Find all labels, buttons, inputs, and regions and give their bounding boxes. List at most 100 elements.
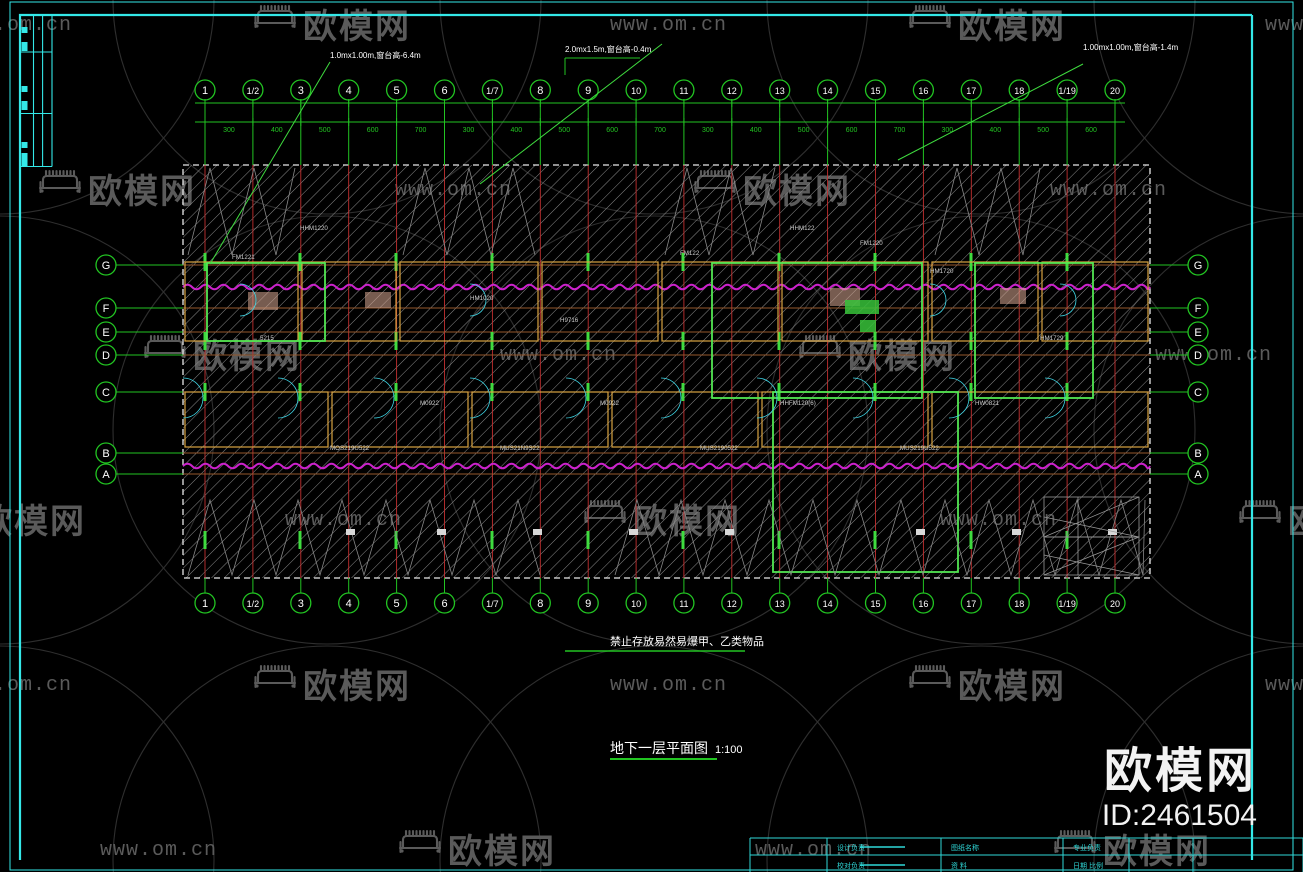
svg-text:9: 9: [585, 85, 591, 97]
svg-text:HHFM120(6): HHFM120(6): [780, 400, 816, 407]
svg-text:HM1020: HM1020: [470, 295, 494, 302]
svg-text:D: D: [1194, 350, 1202, 362]
svg-text:1/2: 1/2: [247, 599, 260, 609]
svg-text:1/19: 1/19: [1058, 599, 1076, 609]
svg-text:欧模网: 欧模网: [0, 503, 86, 541]
svg-text:8: 8: [537, 598, 543, 610]
svg-text:14: 14: [823, 599, 833, 609]
svg-text:500: 500: [319, 127, 331, 134]
svg-text:1/2: 1/2: [247, 86, 260, 96]
svg-text:HHM122: HHM122: [790, 225, 815, 232]
svg-text:日期 比例: 日期 比例: [1073, 861, 1103, 870]
svg-text:600: 600: [606, 127, 618, 134]
svg-text:www.om.cn: www.om.cn: [500, 344, 617, 367]
svg-text:1/7: 1/7: [486, 86, 499, 96]
svg-text:E: E: [1194, 327, 1201, 339]
svg-text:www.om.cn: www.om.cn: [610, 674, 727, 697]
svg-text:欧模网: 欧模网: [633, 503, 741, 541]
svg-text:www.om.cn: www.om.cn: [1155, 344, 1272, 367]
svg-text:18: 18: [1014, 86, 1024, 96]
svg-text:欧模网: 欧模网: [303, 668, 411, 706]
svg-text:D: D: [102, 350, 110, 362]
svg-text:E: E: [102, 327, 109, 339]
svg-text:13: 13: [775, 599, 785, 609]
svg-text:500: 500: [798, 127, 810, 134]
svg-text:校对负责: 校对负责: [837, 861, 865, 870]
svg-text:欧模网: 欧模网: [1104, 745, 1257, 798]
svg-text:5215: 5215: [260, 335, 274, 342]
svg-text:10: 10: [631, 599, 641, 609]
svg-text:12: 12: [727, 599, 737, 609]
svg-text:www.om.cn: www.om.cn: [1265, 674, 1303, 697]
svg-text:www.om.cn: www.om.cn: [610, 14, 727, 37]
svg-text:MUS2190522: MUS2190522: [700, 445, 738, 452]
svg-text:G: G: [1194, 260, 1203, 272]
svg-text:10: 10: [631, 86, 641, 96]
svg-text:400: 400: [271, 127, 283, 134]
svg-text:16: 16: [918, 86, 928, 96]
svg-text:地下一层平面图: 地下一层平面图: [610, 740, 708, 756]
svg-text:18: 18: [1014, 599, 1024, 609]
svg-text:500: 500: [1037, 127, 1049, 134]
svg-text:www.om.cn: www.om.cn: [285, 509, 402, 532]
svg-text:300: 300: [223, 127, 235, 134]
svg-text:F: F: [1195, 303, 1202, 315]
svg-text:www.om.cn: www.om.cn: [100, 839, 217, 862]
svg-text:www.om.cn: www.om.cn: [755, 839, 872, 862]
svg-text:300: 300: [942, 127, 954, 134]
svg-text:欧模网: 欧模网: [88, 173, 196, 211]
svg-text:300: 300: [463, 127, 475, 134]
svg-text:HW0821: HW0821: [975, 400, 1000, 407]
svg-text:HHM1220: HHM1220: [300, 225, 328, 232]
svg-text:400: 400: [989, 127, 1001, 134]
svg-text:12: 12: [727, 86, 737, 96]
svg-text:400: 400: [511, 127, 523, 134]
svg-text:1.0mx1.00m,窗台高-6.4m: 1.0mx1.00m,窗台高-6.4m: [330, 50, 421, 60]
svg-text:4: 4: [346, 85, 352, 97]
svg-text:11: 11: [679, 86, 688, 96]
svg-text:www.om.cn: www.om.cn: [0, 674, 72, 697]
svg-text:600: 600: [1085, 127, 1097, 134]
svg-text:15: 15: [870, 599, 880, 609]
svg-text:A: A: [1194, 469, 1202, 481]
svg-text:FM122: FM122: [680, 250, 700, 257]
svg-text:B: B: [1194, 448, 1201, 460]
svg-text:www.om.cn: www.om.cn: [395, 179, 512, 202]
svg-text:资 料: 资 料: [951, 861, 967, 870]
svg-text:17: 17: [966, 599, 976, 609]
svg-text:13: 13: [775, 86, 785, 96]
svg-text:A: A: [102, 469, 110, 481]
svg-text:欧模网: 欧模网: [848, 338, 956, 376]
svg-text:5: 5: [394, 598, 400, 610]
svg-text:www.om.cn: www.om.cn: [1265, 14, 1303, 37]
svg-text:400: 400: [750, 127, 762, 134]
svg-text:C: C: [102, 387, 110, 399]
svg-text:禁止存放易然易爆甲、乙类物品: 禁止存放易然易爆甲、乙类物品: [610, 634, 764, 648]
svg-text:600: 600: [846, 127, 858, 134]
svg-text:图纸名称: 图纸名称: [951, 843, 979, 852]
svg-text:MUS21N9S22: MUS21N9S22: [500, 445, 540, 452]
svg-text:500: 500: [558, 127, 570, 134]
svg-text:HM1720: HM1720: [930, 268, 954, 275]
svg-text:1: 1: [202, 85, 208, 97]
svg-text:1.00mx1.00m,窗台高-1.4m: 1.00mx1.00m,窗台高-1.4m: [1083, 42, 1178, 52]
svg-text:FM1220: FM1220: [860, 240, 883, 247]
svg-text:300: 300: [702, 127, 714, 134]
svg-text:欧模网: 欧模网: [958, 668, 1066, 706]
svg-text:1/19: 1/19: [1058, 86, 1076, 96]
svg-text:欧模网: 欧模网: [1288, 503, 1303, 541]
svg-text:www.om.cn: www.om.cn: [940, 509, 1057, 532]
svg-text:700: 700: [654, 127, 666, 134]
svg-text:15: 15: [870, 86, 880, 96]
svg-text:1:100: 1:100: [715, 744, 743, 756]
svg-text:F: F: [103, 303, 110, 315]
svg-text:www.om.cn: www.om.cn: [0, 14, 72, 37]
svg-text:C: C: [1194, 387, 1202, 399]
svg-text:5: 5: [394, 85, 400, 97]
svg-text:16: 16: [918, 599, 928, 609]
svg-text:HM1729: HM1729: [1040, 335, 1064, 342]
svg-text:设计负责: 设计负责: [837, 843, 865, 852]
svg-text:700: 700: [415, 127, 427, 134]
svg-text:2.0mx1.5m,窗台高-0.4m: 2.0mx1.5m,窗台高-0.4m: [565, 44, 652, 54]
svg-text:1/7: 1/7: [486, 599, 499, 609]
